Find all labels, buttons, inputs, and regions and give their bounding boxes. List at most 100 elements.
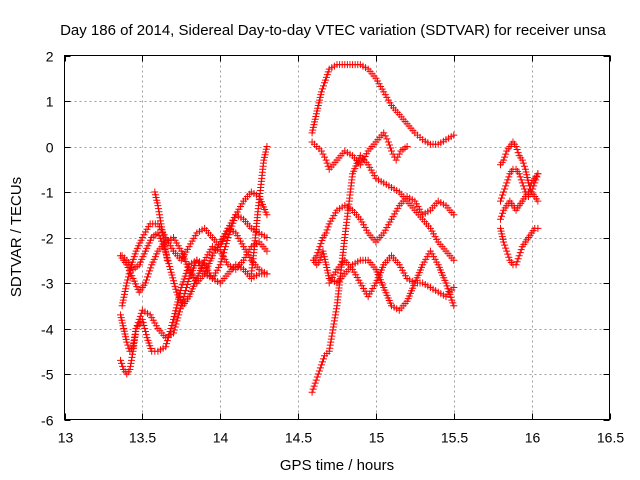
data-point-interp [168,271,176,279]
data-point-interp [217,258,225,266]
series-trace-b5 [310,247,458,314]
data-point-interp [178,281,186,289]
data-point-interp [228,222,236,230]
data-point-interp [502,150,510,158]
data-point-interp [310,382,318,390]
data-point [117,356,125,364]
data-point-interp [314,249,322,257]
data-point-interp [519,182,527,190]
data-point-interp [229,219,237,227]
data-point [141,279,149,287]
data-point-interp [176,289,184,297]
x-tick-label: 16 [525,430,541,446]
data-point [450,131,458,139]
data-point [126,365,134,373]
data-point-interp [160,235,168,243]
data-point [123,279,131,287]
data-point-interp [182,269,190,277]
data-point-interp [143,276,151,284]
data-point-interp [332,308,340,316]
data-point-interp [501,153,509,161]
x-tick-label: 14 [213,430,229,446]
data-point-interp [323,159,331,167]
x-axis-tick-labels: 13 13.5 14 14.5 15 15.5 16 16.5 [58,430,625,446]
x-tick-label: 13.5 [129,430,156,446]
data-point-interp [141,325,149,332]
data-point-interp [171,282,179,290]
data-point [313,252,321,260]
data-point-interp [220,249,228,257]
data-point-interp [173,301,181,309]
data-point [518,179,526,187]
data-point-interp [513,258,521,266]
data-point-interp [147,264,155,272]
data-point-interp [127,356,135,364]
data-point-interp [159,229,167,237]
data-point-interp [505,173,513,181]
data-point [503,179,511,187]
data-point-interp [381,132,389,140]
data-point-interp [158,223,166,231]
data-point-interp [219,252,227,260]
data-point-interp [321,153,329,161]
data-point-interp [142,331,150,339]
series-trace-a5 [117,224,271,296]
data-point [162,343,170,351]
data-point-interp [309,385,317,393]
data-point-interp [313,373,321,381]
data-point-interp [122,285,130,293]
data-point-interp [169,318,177,326]
y-tick-label: -5 [41,367,54,383]
data-point-interp [156,214,164,222]
x-tick-label: 13 [58,430,74,446]
data-point-interp [323,226,331,234]
x-tick-label: 15.5 [441,430,468,446]
data-point [534,170,542,178]
data-point [317,147,325,155]
data-point [166,265,174,273]
data-point-interp [501,241,509,249]
data-point-interp [385,141,393,149]
y-tick-label: 2 [46,49,54,65]
data-point-interp [520,162,528,170]
x-tick-label: 16.5 [597,430,624,446]
data-point-interp [324,162,332,170]
data-point [154,202,162,210]
data-point-interp [128,350,136,358]
data-point-interp [312,376,320,384]
data-point-interp [331,311,339,319]
data-point-interp [164,334,172,342]
data-point-interp [163,253,171,261]
data-point-interp [505,253,513,261]
data-point-interp [502,244,510,252]
data-point [160,238,168,246]
data-point-interp [174,298,182,306]
data-point-interp [394,153,402,161]
series-trace-a7 [247,143,271,278]
data-point-interp [218,255,226,263]
data-point-interp [124,273,132,281]
data-point [515,252,523,260]
data-point-interp [328,332,336,340]
data-point [512,143,520,150]
data-point-interp [330,317,338,325]
data-point [263,234,271,241]
data-point-interp [171,323,179,331]
data-point [325,347,333,355]
x-axis-label: GPS time / hours [280,457,394,474]
data-point-interp [318,237,326,245]
data-point-interp [181,272,189,280]
data-point-interp [445,288,453,296]
data-point-interp [320,355,328,363]
data-point [170,315,177,323]
data-point [450,302,458,310]
data-point-interp [222,240,230,248]
data-point [224,234,232,241]
data-point-interp [448,296,456,304]
y-tick-label: 0 [46,140,54,156]
data-point-interp [174,295,182,303]
y-tick-label: -1 [41,185,54,201]
data-point [118,302,126,310]
data-point-interp [180,275,188,283]
data-point-interp [519,159,527,167]
